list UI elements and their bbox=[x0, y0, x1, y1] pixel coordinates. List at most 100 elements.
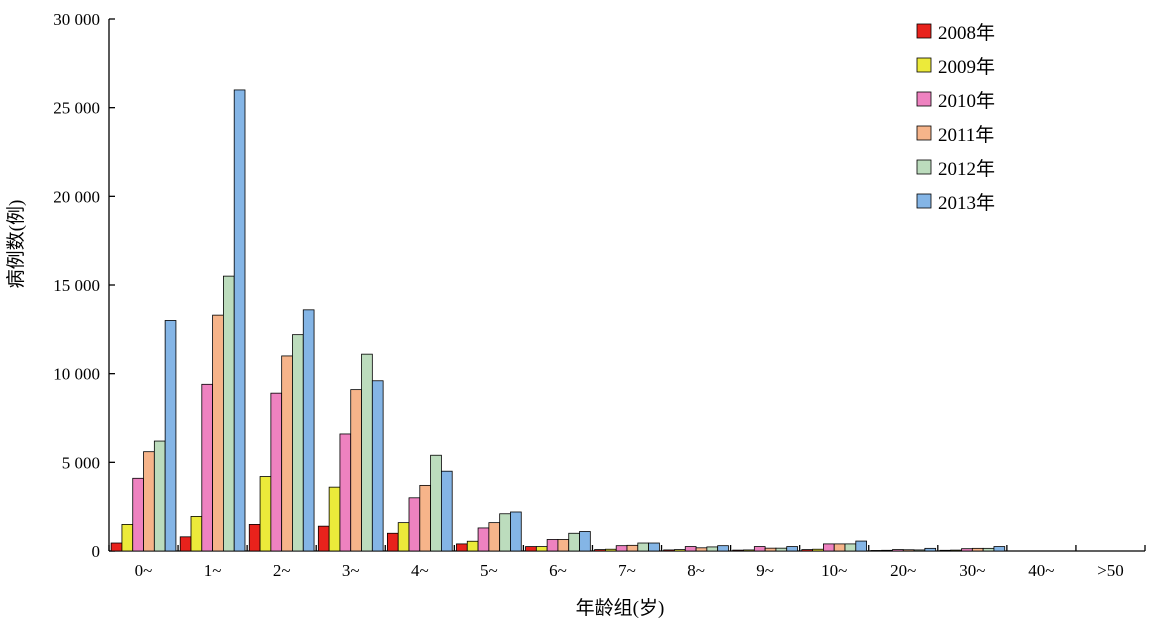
bar-6-5 bbox=[440, 470, 453, 552]
bar-4-12 bbox=[902, 549, 915, 552]
bar-2-7 bbox=[535, 546, 548, 552]
legend-swatch bbox=[916, 159, 932, 175]
legend-swatch bbox=[916, 91, 932, 107]
bar-4-10 bbox=[764, 547, 777, 552]
bar-1-7 bbox=[525, 546, 537, 552]
y-tick-label: 20 000 bbox=[53, 187, 100, 206]
bar-1-8 bbox=[594, 549, 606, 552]
legend: 2008年 2009年 2010年 2011年 2012年 2013年 bbox=[916, 22, 995, 214]
bar-3-5 bbox=[408, 497, 421, 552]
x-tick-label: 3~ bbox=[342, 561, 360, 580]
bar-2-12 bbox=[881, 549, 893, 552]
bar-4-5 bbox=[419, 484, 431, 552]
bar-3-7 bbox=[546, 539, 559, 552]
bar-2-6 bbox=[466, 540, 479, 552]
legend-label: 2008年 bbox=[938, 22, 995, 44]
bar-2-2 bbox=[190, 516, 203, 552]
bar-1-5 bbox=[386, 532, 399, 552]
bar-2-4 bbox=[328, 486, 341, 552]
bar-5-2 bbox=[222, 275, 235, 552]
bar-1-2 bbox=[179, 536, 192, 552]
bar-5-1 bbox=[153, 440, 166, 552]
x-tick-label: 20~ bbox=[890, 561, 916, 580]
legend-label: 2010年 bbox=[938, 90, 995, 112]
bar-6-9 bbox=[717, 545, 729, 552]
legend-label: 2012年 bbox=[938, 158, 995, 180]
bar-3-6 bbox=[477, 527, 490, 552]
legend-swatch bbox=[916, 193, 932, 209]
bar-6-4 bbox=[371, 380, 384, 552]
y-tick-label: 25 000 bbox=[53, 99, 100, 118]
bar-3-12 bbox=[892, 549, 904, 552]
bar-1-9 bbox=[663, 549, 675, 552]
x-tick-label: 0~ bbox=[135, 561, 153, 580]
bar-1-4 bbox=[317, 525, 330, 552]
x-tick-label: 1~ bbox=[204, 561, 222, 580]
bar-5-8 bbox=[637, 542, 649, 552]
bar-5-10 bbox=[775, 547, 788, 552]
bar-5-3 bbox=[292, 334, 304, 552]
bar-5-12 bbox=[913, 549, 926, 552]
bars bbox=[110, 89, 1006, 552]
legend-label: 2011年 bbox=[938, 124, 994, 146]
bar-4-1 bbox=[143, 451, 155, 552]
bar-6-12 bbox=[924, 547, 937, 552]
bar-6-2 bbox=[233, 89, 246, 552]
bar-3-11 bbox=[823, 543, 835, 552]
bar-5-5 bbox=[430, 454, 442, 552]
bar-5-4 bbox=[361, 353, 373, 552]
bar-3-9 bbox=[684, 546, 697, 552]
bar-2-11 bbox=[812, 548, 824, 552]
bar-2-9 bbox=[674, 549, 686, 552]
bar-4-6 bbox=[488, 522, 501, 552]
bar-2-3 bbox=[259, 476, 272, 552]
bar-4-9 bbox=[695, 547, 708, 552]
legend-swatch bbox=[916, 57, 932, 73]
y-tick-label: 10 000 bbox=[53, 365, 100, 384]
bar-1-1 bbox=[110, 542, 123, 552]
bar-1-3 bbox=[248, 524, 261, 552]
bar-5-6 bbox=[499, 513, 511, 552]
bar-2-8 bbox=[605, 548, 617, 552]
x-tick-label: 7~ bbox=[618, 561, 636, 580]
legend-swatch bbox=[916, 23, 932, 39]
legend-swatch bbox=[916, 125, 932, 141]
bar-3-3 bbox=[270, 392, 283, 552]
x-tick-label: 4~ bbox=[411, 561, 429, 580]
bar-6-3 bbox=[302, 309, 315, 552]
bar-4-13 bbox=[971, 547, 984, 552]
x-tick-label: 40~ bbox=[1028, 561, 1054, 580]
bar-4-4 bbox=[350, 389, 362, 552]
bar-4-11 bbox=[833, 543, 846, 552]
x-tick-label: 30~ bbox=[959, 561, 985, 580]
bar-5-7 bbox=[568, 532, 580, 552]
bar-5-9 bbox=[706, 546, 719, 552]
bar-3-8 bbox=[615, 545, 628, 552]
bar-3-1 bbox=[132, 477, 144, 552]
x-tick-label: 10~ bbox=[821, 561, 847, 580]
bar-2-10 bbox=[743, 549, 755, 552]
bar-4-2 bbox=[212, 314, 224, 552]
bar-3-2 bbox=[201, 383, 214, 552]
bar-4-8 bbox=[626, 544, 639, 552]
x-tick-label: >50 bbox=[1097, 561, 1124, 580]
y-tick-label: 5 000 bbox=[62, 453, 100, 472]
bar-6-7 bbox=[579, 531, 591, 552]
bar-2-5 bbox=[397, 522, 410, 552]
bar-4-7 bbox=[557, 539, 570, 552]
bar-3-13 bbox=[961, 548, 973, 552]
bar-6-11 bbox=[855, 540, 867, 552]
legend-label: 2009年 bbox=[938, 56, 995, 78]
bar-1-13 bbox=[939, 549, 952, 552]
bar-6-1 bbox=[164, 320, 177, 552]
bar-6-10 bbox=[786, 546, 798, 552]
y-tick-label: 0 bbox=[92, 542, 101, 561]
bar-3-10 bbox=[753, 546, 766, 552]
bar-1-10 bbox=[732, 549, 744, 552]
bar-3-4 bbox=[339, 433, 352, 552]
bar-1-6 bbox=[456, 543, 468, 552]
legend-label: 2013年 bbox=[938, 192, 995, 214]
bar-5-13 bbox=[982, 547, 995, 552]
